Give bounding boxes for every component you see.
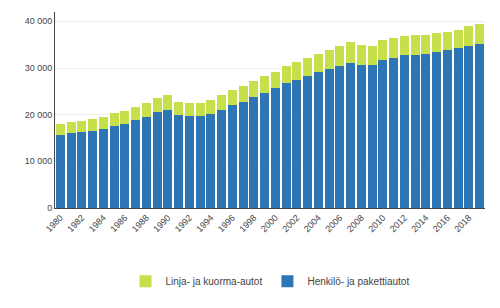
svg-text:2008: 2008 — [345, 213, 366, 234]
svg-text:2006: 2006 — [323, 213, 344, 234]
svg-text:2014: 2014 — [409, 213, 430, 234]
svg-text:1986: 1986 — [108, 213, 129, 234]
svg-text:0: 0 — [47, 203, 52, 213]
svg-text:1992: 1992 — [173, 213, 194, 234]
svg-text:1996: 1996 — [216, 213, 237, 234]
svg-text:1984: 1984 — [87, 213, 108, 234]
svg-text:2016: 2016 — [431, 213, 452, 234]
svg-text:1980: 1980 — [44, 213, 65, 234]
svg-text:2000: 2000 — [259, 213, 280, 234]
svg-text:40 000: 40 000 — [25, 16, 53, 26]
svg-text:2018: 2018 — [452, 213, 473, 234]
svg-text:30 000: 30 000 — [25, 63, 53, 73]
svg-text:2012: 2012 — [388, 213, 409, 234]
svg-text:10 000: 10 000 — [25, 156, 53, 166]
svg-text:Henkilö- ja pakettiautot: Henkilö- ja pakettiautot — [307, 276, 409, 287]
svg-text:1990: 1990 — [151, 213, 172, 234]
svg-text:1982: 1982 — [65, 213, 86, 234]
svg-text:1998: 1998 — [237, 213, 258, 234]
svg-text:20 000: 20 000 — [25, 110, 53, 120]
svg-text:1994: 1994 — [194, 213, 215, 234]
svg-text:Linja- ja kuorma-autot: Linja- ja kuorma-autot — [166, 276, 263, 287]
svg-text:2002: 2002 — [280, 213, 301, 234]
svg-text:2010: 2010 — [366, 213, 387, 234]
svg-text:2004: 2004 — [302, 213, 323, 234]
svg-text:1988: 1988 — [130, 213, 151, 234]
